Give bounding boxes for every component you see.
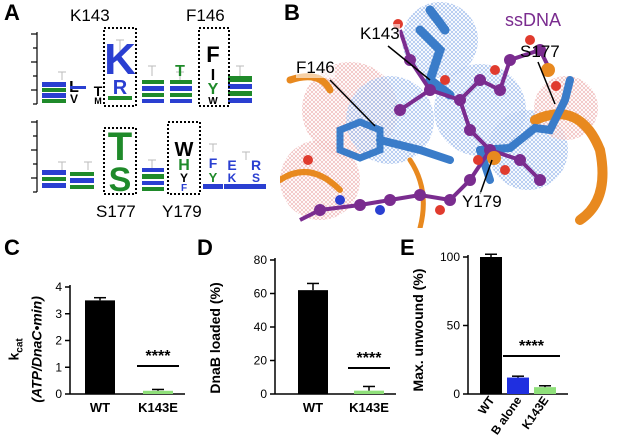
svg-text:I: I (211, 67, 215, 84)
residue-sticks (336, 5, 574, 184)
highlight-box-s177 (103, 127, 137, 195)
panel-letter-e: E (400, 235, 415, 260)
bar-k143e (534, 387, 556, 394)
svg-text:T: T (175, 63, 185, 80)
logo-glyph-h: H (178, 157, 190, 174)
y-tick-label: 60 (254, 287, 268, 301)
bar-wt (85, 300, 115, 394)
svg-text:M: M (94, 96, 102, 106)
logo-glyph-y: Y (208, 81, 219, 98)
structure-label-ssdna: ssDNA (505, 10, 562, 30)
logo-glyph-w: W (175, 139, 194, 161)
logo-glyph-t: T (108, 125, 132, 169)
panel-letter-a: A (4, 0, 20, 25)
svg-text:K: K (228, 171, 237, 185)
svg-text:V: V (70, 92, 78, 106)
svg-text:F: F (209, 155, 218, 171)
highlight-box-f146 (198, 27, 230, 107)
highlight-box-k143 (103, 27, 137, 107)
logo-label-k143: K143 (70, 6, 110, 25)
top-logo-columns: L V T M K R T F I Y W (42, 35, 252, 107)
bar-wt (298, 290, 328, 394)
top-logo-errorbars (58, 39, 244, 80)
y-tick-label: 100 (440, 250, 460, 264)
y-tick-label: 0 (55, 387, 62, 401)
bottom-logo-axis (31, 120, 38, 193)
x-tick-label: WT (90, 400, 110, 415)
structure-label-s177: S177 (520, 42, 560, 61)
svg-text:Y: Y (209, 170, 218, 185)
structure-label-f146: F146 (296, 58, 335, 78)
logo-glyph-s: S (109, 161, 132, 199)
sequence-logo-figure: L V T M K R T F I Y W (31, 27, 266, 199)
logo-label-f146: F146 (186, 6, 225, 25)
y-tick-label: 1 (55, 360, 62, 374)
logo-glyph-k: K (104, 35, 136, 84)
bar-b-alone (507, 377, 529, 394)
y-tick-label: 20 (254, 354, 268, 368)
panel-letter-c: C (4, 235, 20, 260)
logo-glyph-r: R (113, 77, 128, 99)
logo-glyph-f: F (206, 42, 219, 67)
y-tick-label: 80 (254, 253, 268, 267)
logo-label-y179: Y179 (162, 202, 202, 221)
svg-text:S: S (252, 171, 260, 185)
significance-stars: **** (146, 348, 172, 365)
y-tick-label: 40 (254, 320, 268, 334)
structure-label-y179: Y179 (462, 192, 502, 212)
bar-k143e (143, 390, 173, 394)
y-tick-label: 0 (453, 387, 460, 401)
bottom-logo-columns: T S W H Y F F Y E R K S (42, 125, 266, 199)
chart-c: 0 1 2 3 4 WT K143E **** (55, 280, 185, 415)
y-tick-label: 4 (55, 280, 62, 294)
svg-text:E: E (227, 157, 236, 173)
x-tick-label: K143E (138, 400, 178, 415)
svg-text:T: T (94, 83, 103, 99)
svg-text:W: W (208, 96, 218, 107)
label-leaders (329, 45, 556, 195)
highlight-box-y179 (167, 121, 201, 195)
svg-text:F: F (181, 183, 187, 194)
significance-stars: **** (357, 350, 383, 367)
bar-wt (480, 257, 502, 394)
bar-k143e (354, 390, 384, 394)
chart-d: 0 20 40 60 80 WT K143E **** (254, 253, 396, 415)
significance-stars: **** (519, 338, 545, 355)
x-tick-label: WT (303, 400, 323, 415)
y-tick-label: 0 (260, 387, 267, 401)
bottom-logo-errorbars (58, 143, 250, 170)
top-logo-axis (31, 32, 38, 105)
x-tick-label: K143E (519, 394, 552, 432)
x-tick-label: K143E (349, 400, 389, 415)
y-tick-label: 3 (55, 307, 62, 321)
y-tick-label: 2 (55, 334, 62, 348)
svg-text:R: R (251, 157, 261, 173)
panel-letter-d: D (197, 235, 213, 260)
panel-letter-b: B (284, 0, 300, 25)
logo-label-s177: S177 (96, 202, 136, 221)
structure-render (280, 2, 608, 228)
svg-text:Y: Y (180, 171, 188, 185)
y-tick-label: 50 (447, 319, 461, 333)
structure-panel: B K143 ssDNA F146 S177 Y179 (280, 0, 617, 228)
structure-label-k143: K143 (360, 24, 400, 44)
x-tick-label: WT (475, 393, 498, 417)
